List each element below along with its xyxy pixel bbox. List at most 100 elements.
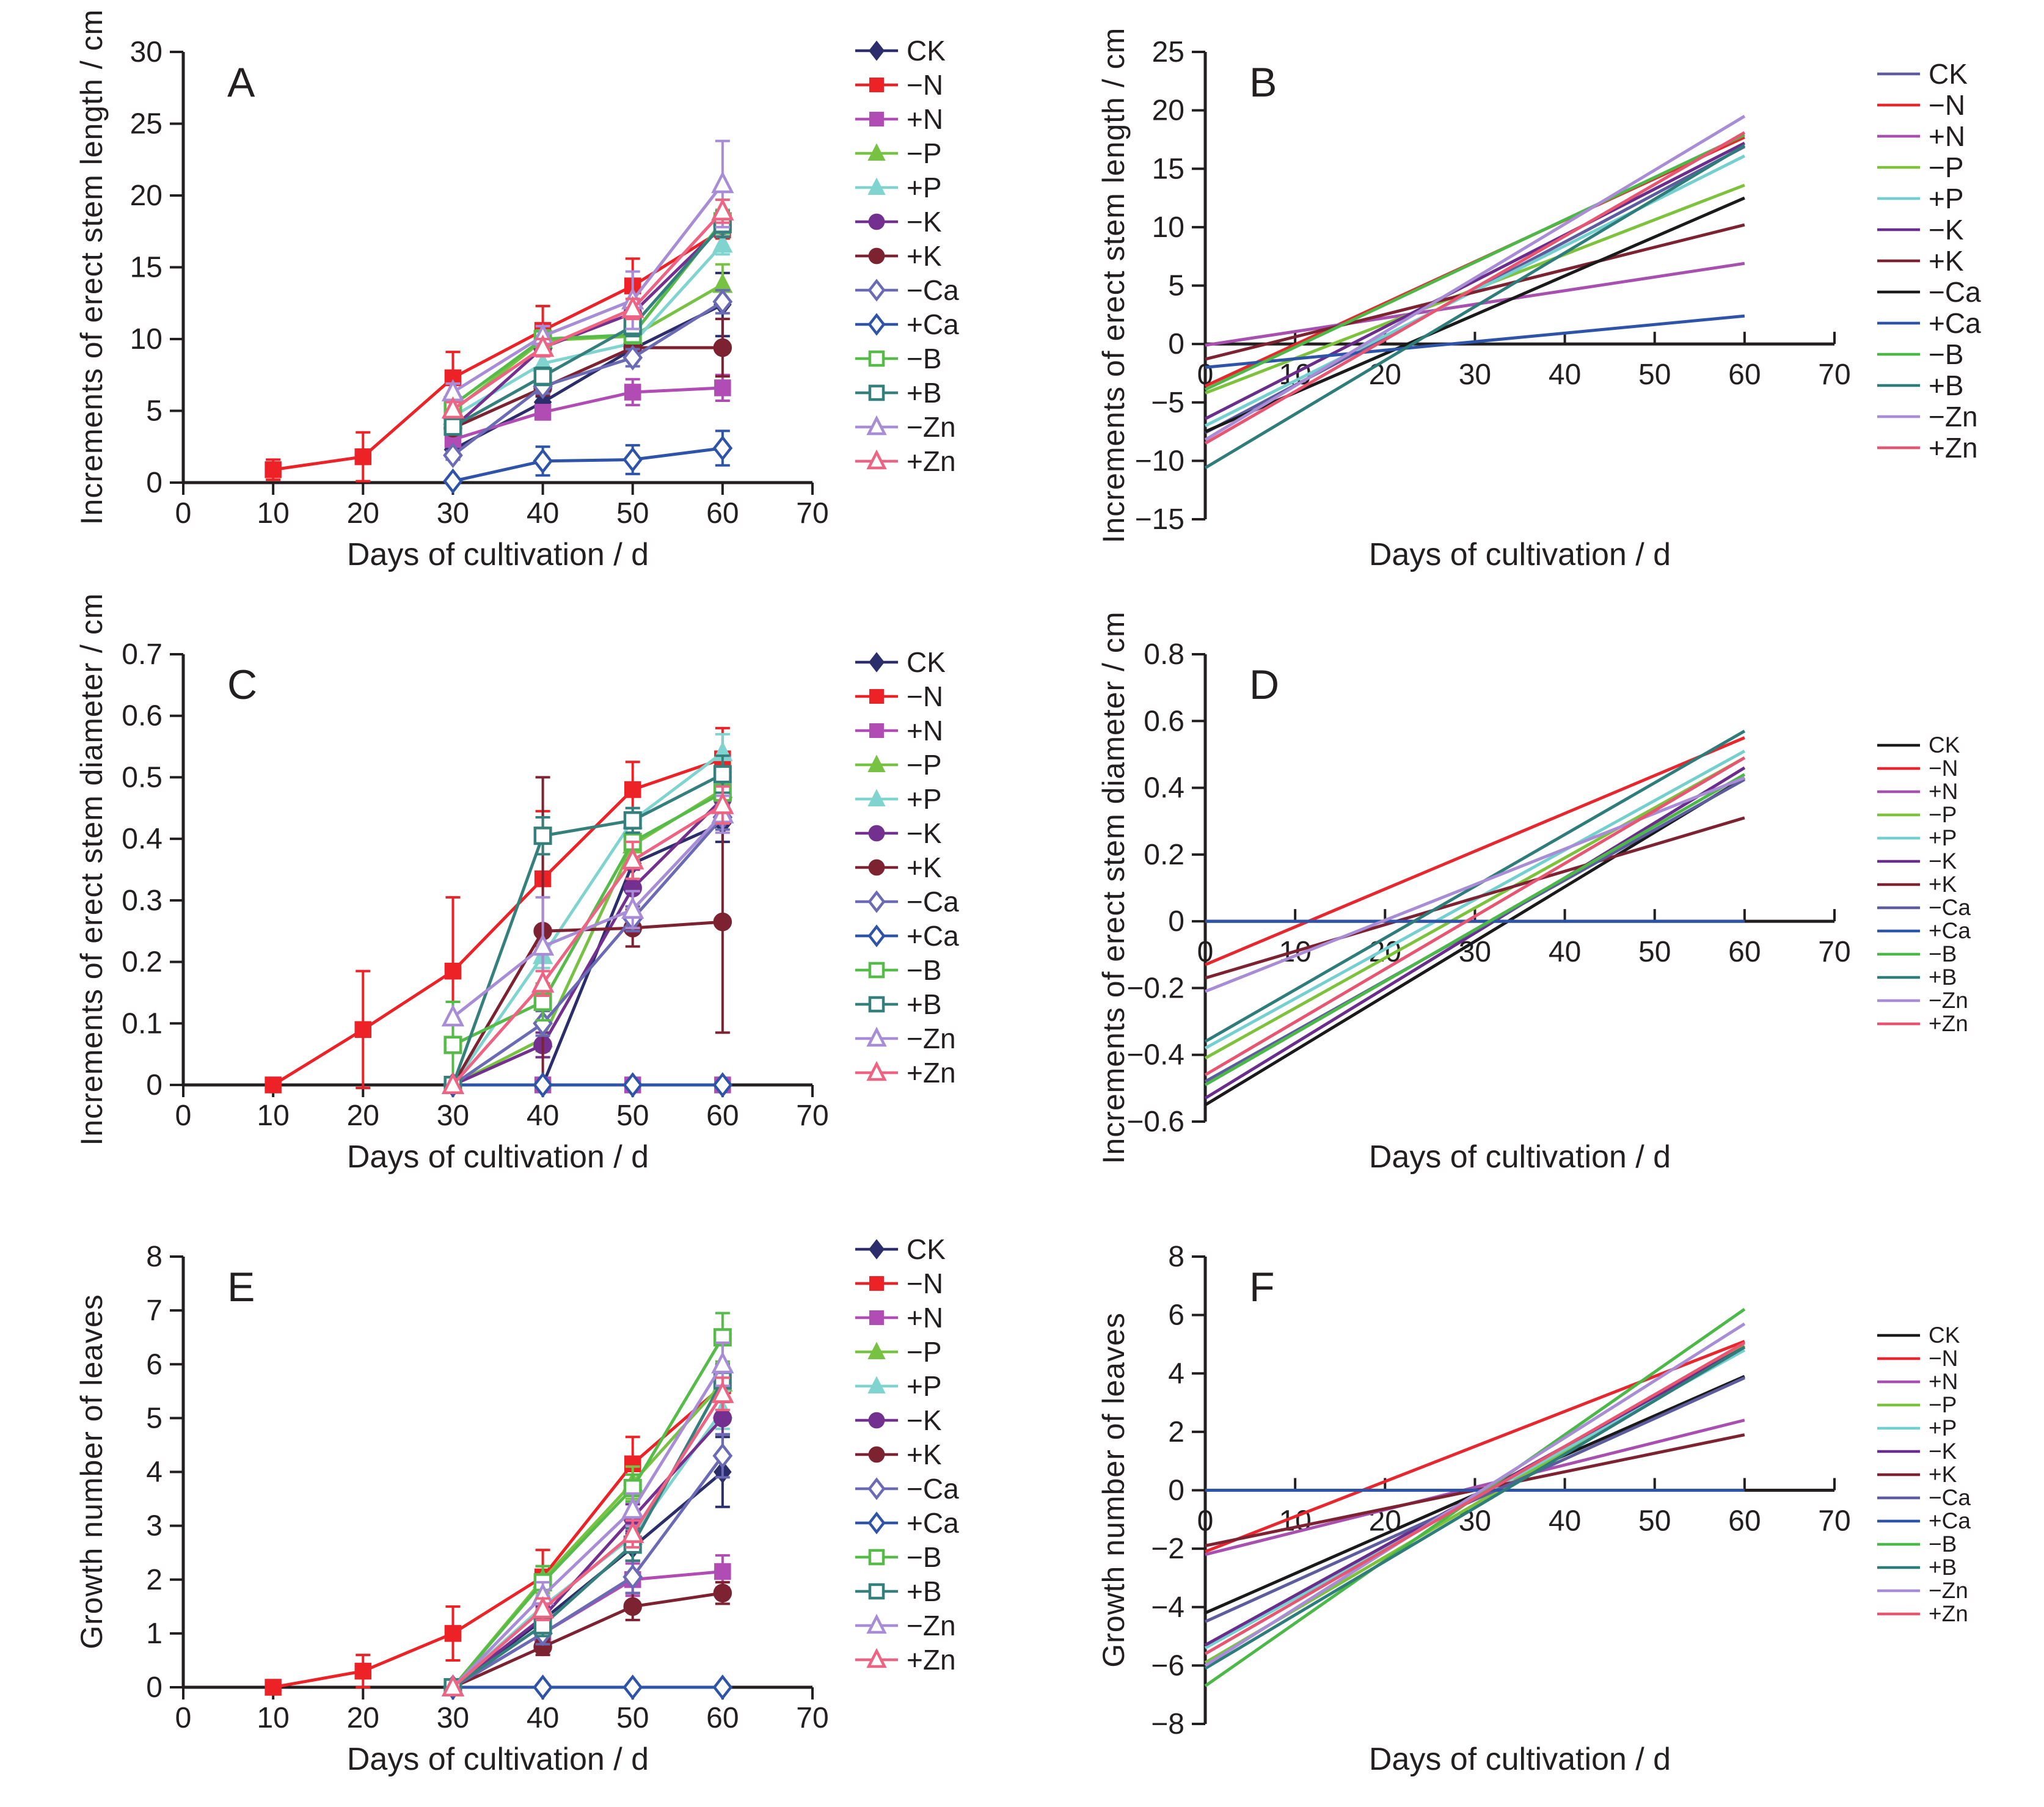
series-plus-ca xyxy=(443,1072,733,1098)
panel-d-letter: D xyxy=(1249,662,1280,708)
panel-d-legend: CK −N +N −P +P −K +K −Ca +Ca −B +B −Zn +Zn xyxy=(1876,732,1971,1036)
y-tick-label: −0.4 xyxy=(1126,1039,1184,1071)
panel-f-legend: CK −N +N −P +P −K +K −Ca +Ca −B +B −Zn +Zn xyxy=(1876,1323,1971,1626)
x-tick-label: 60 xyxy=(1728,1505,1761,1538)
legend-item-minus-zn: −Zn xyxy=(854,1021,959,1056)
legend-label-minus-n: −N xyxy=(1929,89,1966,121)
legend-item-minus-zn: −Zn xyxy=(854,410,959,444)
legend-item-minus-p: −P xyxy=(854,1335,959,1369)
legend-swatch-minus-zn xyxy=(1877,415,1920,418)
legend-label-plus-k: +K xyxy=(1929,872,1957,897)
y-tick-label: 5 xyxy=(146,1402,162,1434)
x-tick-label: 40 xyxy=(527,497,559,530)
x-tick-label: 50 xyxy=(1638,359,1671,391)
panel-a-letter: A xyxy=(227,59,255,106)
legend-item-plus-zn: +Zn xyxy=(854,1056,959,1090)
series-plus-zn xyxy=(441,1376,734,1696)
panel-b-x-axis-title: Days of cultivation / d xyxy=(1368,537,1671,572)
legend-swatch-minus-n xyxy=(1877,1357,1920,1360)
x-tick-label: 50 xyxy=(616,1702,649,1734)
legend-swatch-plus-n xyxy=(1877,1380,1920,1384)
legend-item-plus-ca: +Ca xyxy=(1876,918,1971,943)
legend-swatch-plus-p xyxy=(855,789,898,807)
legend-swatch-plus-b xyxy=(1877,1566,1920,1569)
legend-item-minus-b: −B xyxy=(854,953,959,987)
legend-label-plus-p: +P xyxy=(1929,825,1957,850)
legend-label-plus-ca: +Ca xyxy=(907,920,959,952)
legend-item-plus-p: +P xyxy=(854,1369,959,1403)
legend-item-plus-k: +K xyxy=(1876,1462,1971,1487)
axes xyxy=(1192,51,1836,520)
y-tick-label: 15 xyxy=(130,252,162,284)
legend-swatch-minus-p xyxy=(1877,166,1920,169)
y-tick-label: 0.7 xyxy=(122,638,162,671)
x-tick-label: 30 xyxy=(437,1702,469,1734)
legend-label-minus-k: −K xyxy=(1929,1439,1957,1464)
legend-label-plus-n: +N xyxy=(1929,779,1958,804)
legend-swatch-minus-b xyxy=(1877,952,1920,956)
legend-swatch-minus-ca xyxy=(1877,1496,1920,1500)
legend-label-plus-k: +K xyxy=(907,240,942,272)
y-tick-label: 15 xyxy=(1152,153,1184,185)
y-tick-label: 2 xyxy=(146,1564,162,1596)
y-tick-label: 0.6 xyxy=(122,700,162,732)
y-tick-label: 0 xyxy=(1168,1475,1184,1507)
legend-item-minus-n: −N xyxy=(854,1266,959,1301)
series-plus-zn xyxy=(441,198,734,419)
legend-label-minus-ca: −Ca xyxy=(1929,1485,1971,1510)
y-tick-label: 0.5 xyxy=(122,761,162,794)
y-tick-label: 0 xyxy=(1168,905,1184,938)
legend-swatch-minus-ca xyxy=(1877,290,1920,293)
x-tick-label: 0 xyxy=(175,1702,192,1734)
panel-c-legend: CK −N +N −P +P −K +K −Ca +Ca −B +B −Zn +Zn xyxy=(854,645,959,1090)
y-tick-label: −5 xyxy=(1151,387,1184,419)
legend-swatch-plus-zn xyxy=(855,449,898,470)
x-tick-label: 20 xyxy=(347,497,379,530)
legend-swatch-plus-k xyxy=(1877,883,1920,886)
y-tick-label: 0.2 xyxy=(122,946,162,979)
legend-label-minus-b: −B xyxy=(1929,338,1964,370)
x-tick-label: 70 xyxy=(1818,359,1850,391)
legend-item-plus-n: +N xyxy=(1876,1369,1971,1394)
legend-swatch-minus-n xyxy=(1877,767,1920,770)
legend-label-minus-zn: −Zn xyxy=(907,1610,956,1641)
legend-label-plus-ca: +Ca xyxy=(1929,307,1981,339)
panel-e-x-axis-title: Days of cultivation / d xyxy=(346,1742,649,1777)
tick-labels: −0.6−0.4−0.200.20.40.60.80 10 20 30 40 50 60 70 xyxy=(1126,638,1850,1138)
legend-item-minus-k: −K xyxy=(854,205,959,239)
legend-item-plus-zn: +Zn xyxy=(854,444,959,478)
legend-label-minus-n: −N xyxy=(1929,756,1958,781)
legend-item-minus-n: −N xyxy=(854,68,959,102)
series-plus-b xyxy=(1204,1346,1746,1670)
legend-swatch-plus-zn xyxy=(1877,446,1920,449)
legend-label-minus-b: −B xyxy=(1929,1531,1957,1557)
legend-swatch-plus-k xyxy=(855,859,898,876)
legend-label-plus-p: +P xyxy=(1929,182,1964,214)
panel-e-legend: CK −N +N −P +P −K +K −Ca +Ca −B +B −Zn +Zn xyxy=(854,1232,959,1677)
legend-label-minus-k: −K xyxy=(907,206,942,238)
series-minus-b xyxy=(443,773,732,1090)
legend-label-plus-p: +P xyxy=(1929,1415,1957,1440)
series-plus-n xyxy=(1205,261,1745,347)
legend-label-plus-p: +P xyxy=(907,172,942,203)
legend-swatch-plus-b xyxy=(1877,384,1920,387)
tick-labels: 0 0.1 0.2 0.3 0.4 0.5 0.6 0.7 0 10 20 30 40 50 60 70 xyxy=(122,638,828,1132)
legend-label-minus-p: −P xyxy=(1929,1392,1957,1417)
legend-swatch-minus-b xyxy=(855,350,898,367)
series-plus-k xyxy=(1205,816,1745,980)
legend-item-ck: CK xyxy=(1876,1323,1971,1348)
series-plus-zn xyxy=(441,785,734,1094)
legend-item-minus-ca: −Ca xyxy=(854,1472,959,1506)
legend-swatch-minus-ca xyxy=(1877,906,1920,910)
legend-swatch-minus-n xyxy=(855,1276,898,1291)
y-tick-label: −8 xyxy=(1151,1708,1184,1740)
y-tick-label: 25 xyxy=(1152,36,1184,68)
legend-item-minus-ca: −Ca xyxy=(854,273,959,307)
legend-label-plus-n: +N xyxy=(1929,120,1966,152)
y-tick-label: 0.8 xyxy=(1144,638,1184,671)
legend-swatch-minus-ca xyxy=(855,890,898,913)
panel-c: Increments of erect stem diameter / cm 0… xyxy=(0,593,1022,1205)
x-tick-label: 70 xyxy=(1818,936,1850,968)
